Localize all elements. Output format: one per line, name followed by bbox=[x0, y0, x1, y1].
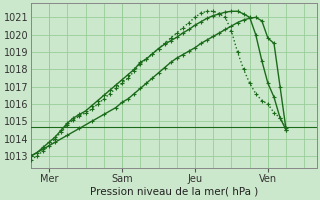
X-axis label: Pression niveau de la mer( hPa ): Pression niveau de la mer( hPa ) bbox=[90, 187, 258, 197]
